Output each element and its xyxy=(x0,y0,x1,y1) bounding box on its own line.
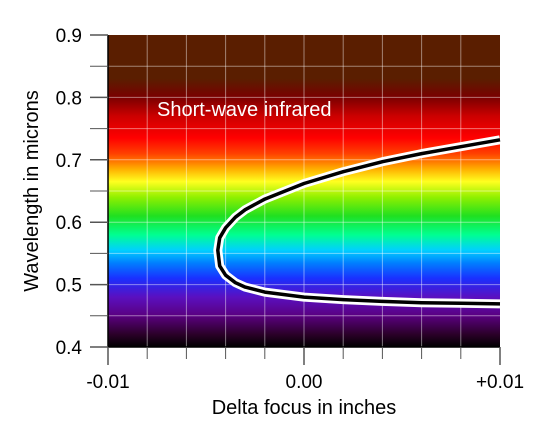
y-tick-label: 0.6 xyxy=(56,213,82,234)
y-axis-title: Wavelength in microns xyxy=(21,90,43,292)
y-tick-label: 0.8 xyxy=(56,88,82,109)
y-tick-label: 0.9 xyxy=(56,26,82,47)
y-tick-label: 0.5 xyxy=(56,276,82,297)
short-wave-infrared-label: Short-wave infrared xyxy=(157,99,332,121)
tick-marks xyxy=(90,34,501,365)
focus-curve xyxy=(213,135,501,309)
y-tick-label: 0.7 xyxy=(56,151,82,172)
curve-line xyxy=(216,138,501,306)
tick-labels: 0.4 0.5 0.6 0.7 0.8 0.9 -0.01 0.00 +0.01 xyxy=(56,26,524,393)
x-tick-label: 0.00 xyxy=(286,372,323,393)
y-tick-label: 0.4 xyxy=(56,338,83,359)
x-tick-label: -0.01 xyxy=(86,372,129,393)
x-axis-title: Delta focus in inches xyxy=(212,397,397,419)
grid-lines xyxy=(108,35,500,347)
x-tick-label: +0.01 xyxy=(476,372,524,393)
